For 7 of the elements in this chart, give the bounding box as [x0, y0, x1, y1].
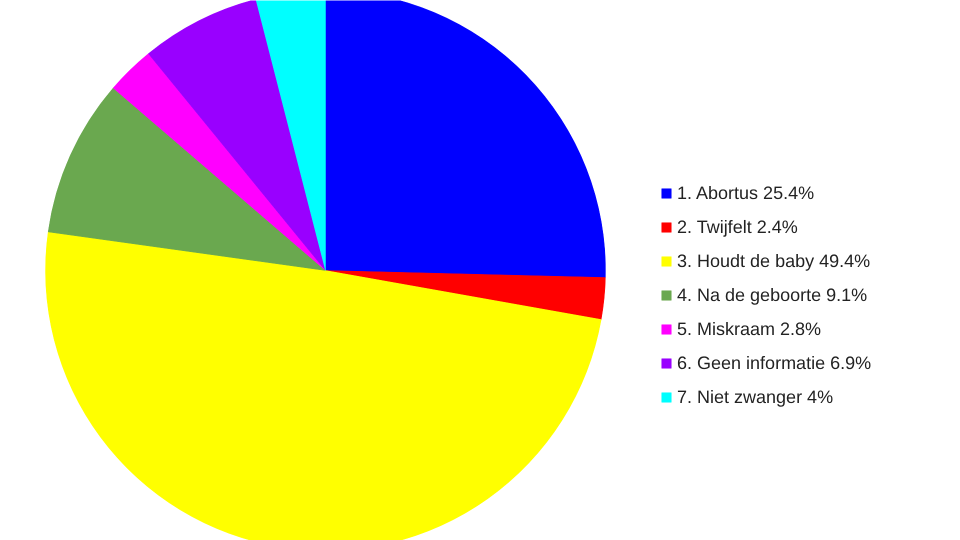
legend-label: 1. Abortus 25.4% [677, 182, 814, 204]
legend-label: 2. Twijfelt 2.4% [677, 216, 798, 239]
legend-label: 7. Niet zwanger 4% [677, 386, 834, 409]
legend-label: 4. Na de geboorte 9.1% [677, 284, 868, 307]
legend-label: 6. Geen informatie 6.9% [677, 352, 872, 374]
legend-label: 5. Miskraam 2.8% [677, 318, 822, 340]
legend-label: 3. Houdt de baby 49.4% [677, 250, 870, 273]
